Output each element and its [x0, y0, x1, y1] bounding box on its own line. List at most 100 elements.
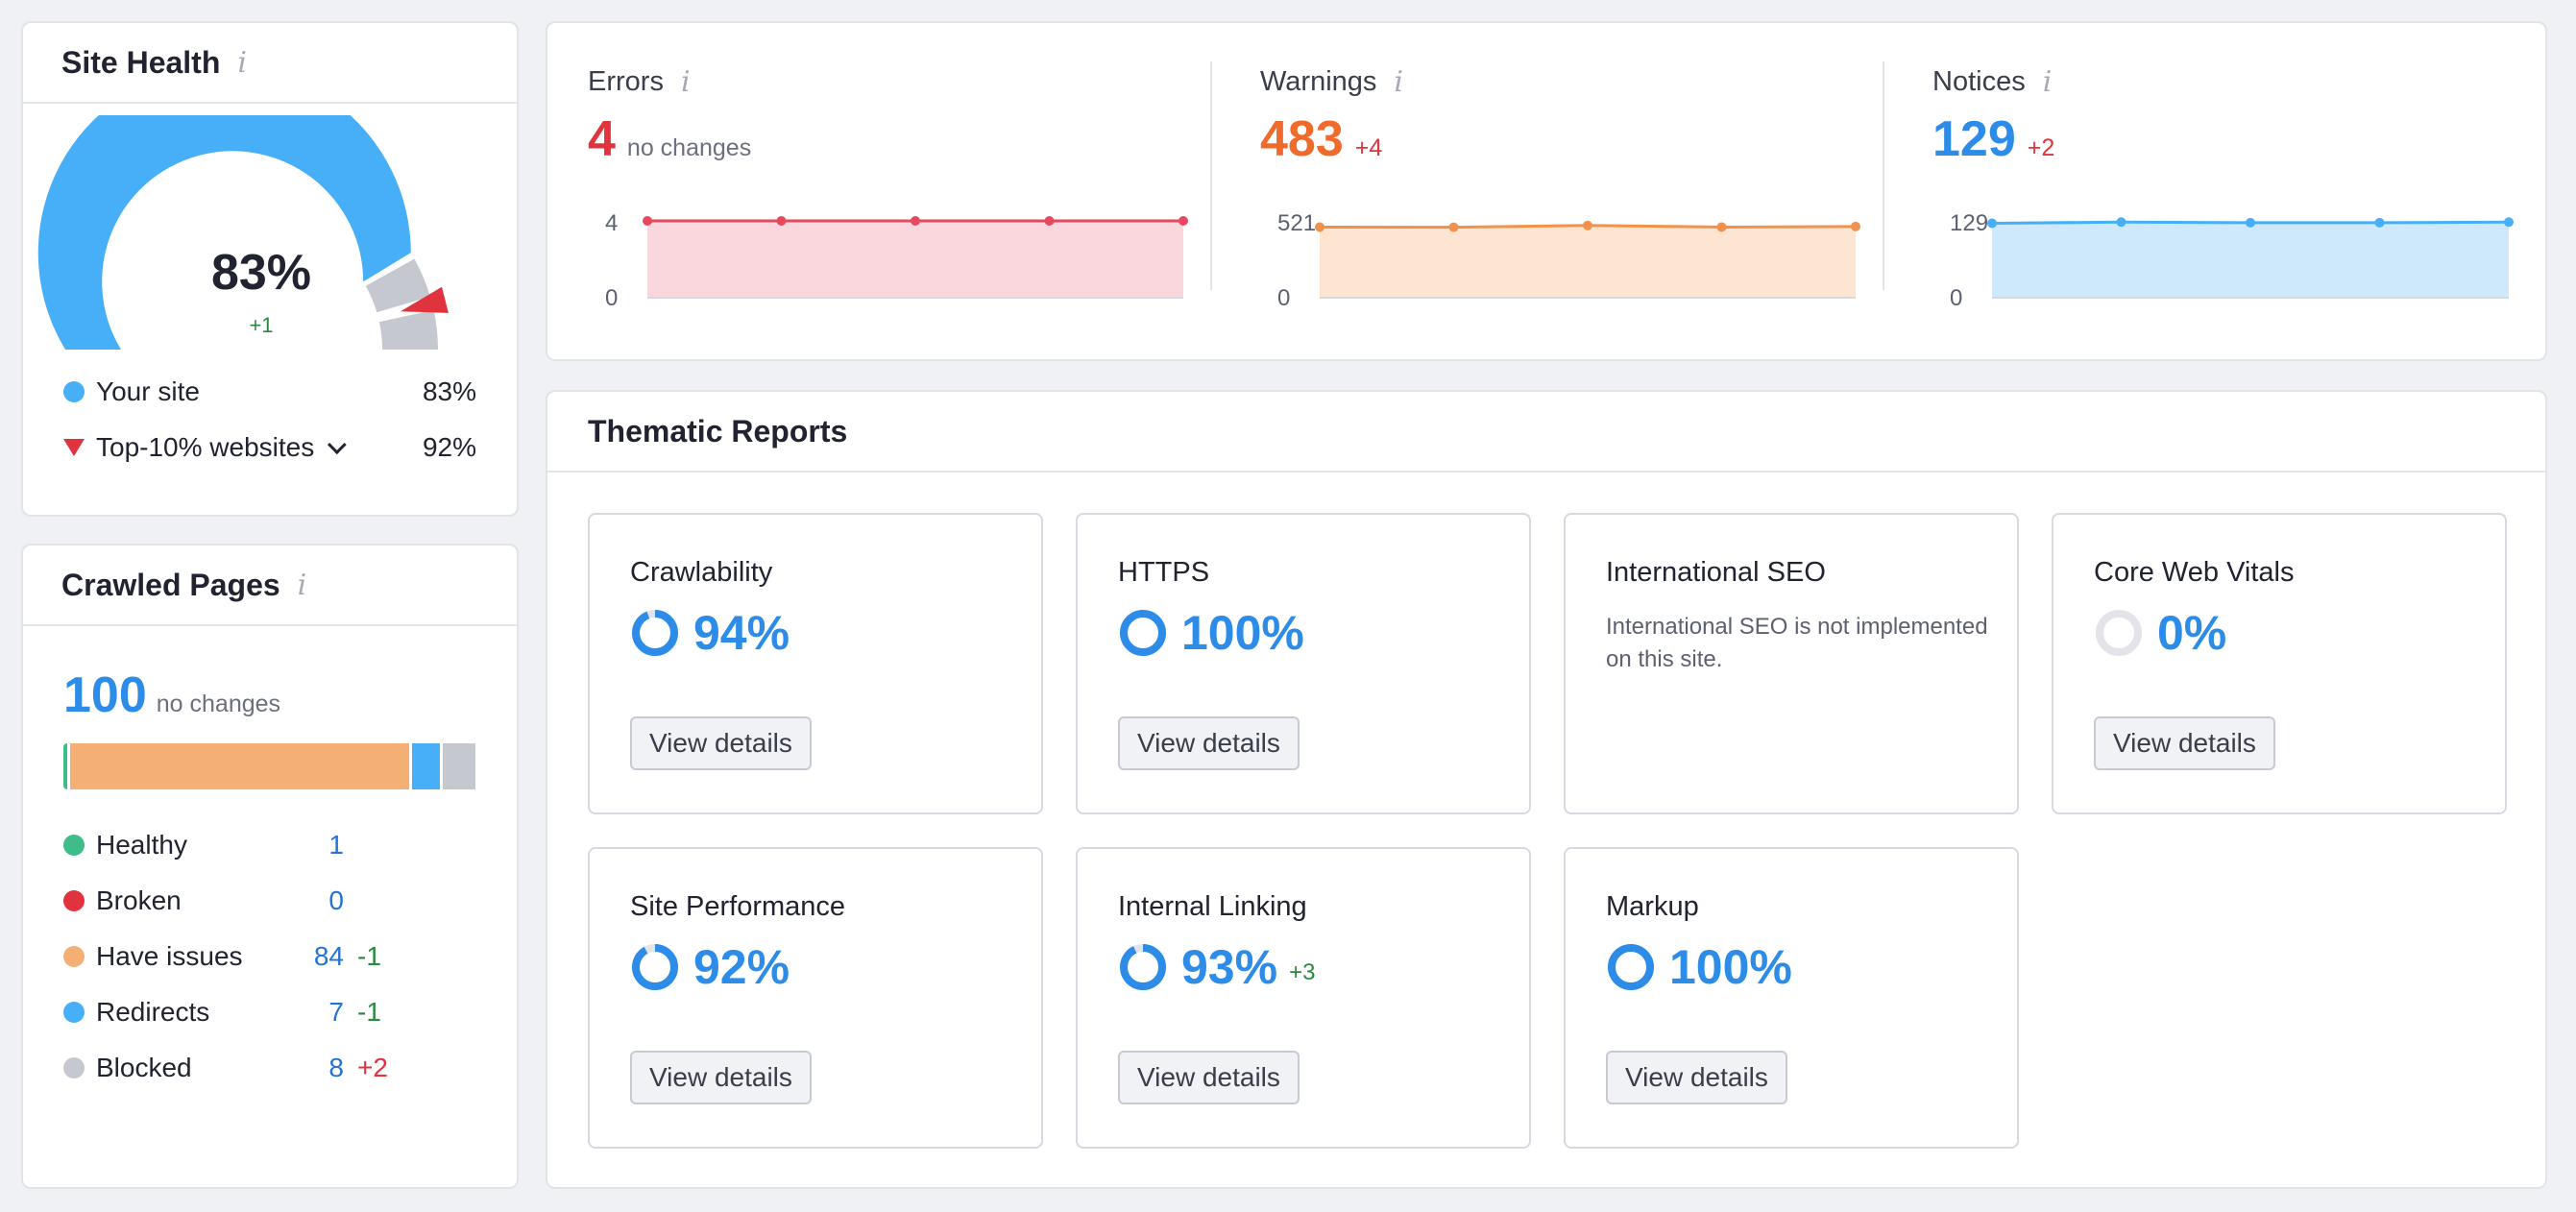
tile-title: Site Performance	[630, 891, 846, 922]
score-ring-fill	[1608, 944, 1654, 990]
sparkline-point[interactable]	[1044, 216, 1055, 226]
sparkline-point[interactable]	[2374, 217, 2385, 228]
score-ring-icon	[1608, 944, 1654, 990]
sparkline-point[interactable]	[1851, 221, 1860, 231]
thematic-tile-https[interactable]: HTTPS 100% View details	[1076, 513, 1531, 814]
crawled-pages-card: Crawled Pages i 100 no changes Healthy 1 B…	[21, 544, 519, 1189]
legend-top-10[interactable]: Top-10% websites	[63, 432, 347, 463]
tile-delta: +3	[1289, 959, 1316, 985]
view-details-button[interactable]: View details	[630, 716, 812, 770]
top-10-label[interactable]: Top-10% websites	[96, 432, 315, 462]
crawl-row-label: Redirects	[96, 997, 210, 1027]
sparkline-y-top-label: 521	[1277, 210, 1316, 236]
crawl-row-value[interactable]: 1	[328, 830, 344, 860]
status-dot	[63, 946, 85, 967]
status-dot	[63, 890, 85, 911]
errors-note: no changes	[626, 134, 752, 161]
notices-block: Notices i 129 +2 129 0	[1932, 65, 2528, 334]
tile-title: Crawlability	[630, 557, 773, 588]
tile-percentage: 94%	[693, 606, 790, 660]
thematic-tile-core-web-vitals[interactable]: Core Web Vitals 0% View details	[2052, 513, 2507, 814]
thematic-tile-crawlability[interactable]: Crawlability 94% View details	[588, 513, 1043, 814]
sparkline-point[interactable]	[643, 216, 652, 226]
thematic-reports-title: Thematic Reports	[588, 413, 848, 448]
thematic-tile-site-performance[interactable]: Site Performance 92% View details	[588, 847, 1043, 1149]
notices-value[interactable]: 129	[1932, 111, 2016, 167]
thematic-tile-internal-linking[interactable]: Internal Linking 93% +3 View details	[1076, 847, 1531, 1149]
thematic-tile-international-seo[interactable]: International SEO International SEO is no…	[1564, 513, 2019, 814]
sparkline-point[interactable]	[2246, 217, 2255, 228]
view-details-button[interactable]: View details	[2094, 716, 2275, 770]
info-icon[interactable]: i	[2042, 65, 2053, 99]
notices-label: Notices	[1932, 66, 2026, 97]
crawl-row-label: Healthy	[96, 830, 187, 860]
crawl-bar-segment-blocked[interactable]	[443, 743, 475, 789]
issues-divider	[1210, 61, 1212, 290]
crawl-bar-segment-redirects[interactable]	[412, 743, 441, 789]
crawl-row-value[interactable]: 8	[328, 1053, 344, 1082]
errors-value[interactable]: 4	[588, 111, 616, 167]
crawled-total-note: no changes	[156, 691, 281, 717]
score-ring-track	[2096, 610, 2142, 656]
tile-description: International SEO is not implemented on …	[1606, 614, 1988, 672]
gauge-your-site-arc	[37, 115, 411, 350]
tile-score: 100%	[1118, 605, 1304, 661]
warnings-value[interactable]: 483	[1260, 111, 1344, 167]
crawl-row-value[interactable]: 0	[328, 885, 344, 915]
notices-value-row: 129 +2	[1932, 110, 2528, 168]
sparkline-point[interactable]	[776, 216, 787, 226]
top-10-triangle-icon	[63, 439, 85, 456]
view-details-button[interactable]: View details	[1118, 1051, 1300, 1104]
site-health-score: 83%	[210, 245, 312, 301]
crawl-row-healthy: Healthy	[63, 830, 187, 861]
crawl-row-blocked: Blocked	[63, 1053, 192, 1083]
errors-label: Errors	[588, 66, 664, 97]
legend-your-site: Your site	[63, 376, 200, 407]
notices-label-row: Notices i	[1932, 65, 2528, 99]
tile-title: Core Web Vitals	[2094, 557, 2295, 588]
sparkline-point[interactable]	[2504, 217, 2514, 228]
sparkline-area	[1992, 222, 2509, 298]
sparkline-point[interactable]	[911, 216, 920, 226]
view-details-button[interactable]: View details	[630, 1051, 812, 1104]
crawl-row-delta: -1	[357, 941, 381, 971]
tile-score: 94%	[630, 605, 790, 661]
sparkline-point[interactable]	[1583, 220, 1592, 230]
tile-percentage: 100%	[1181, 606, 1304, 660]
sparkline-point[interactable]	[1179, 216, 1188, 226]
status-dot	[63, 835, 85, 856]
tile-score: 92%	[630, 939, 790, 995]
info-icon[interactable]: i	[297, 568, 307, 602]
crawl-row-have-issues: Have issues	[63, 941, 243, 972]
status-dot	[63, 1057, 85, 1079]
crawl-row-value[interactable]: 84	[313, 941, 344, 971]
tile-percentage: 92%	[693, 940, 790, 994]
score-ring-icon	[632, 610, 678, 656]
view-details-button[interactable]: View details	[1118, 716, 1300, 770]
crawl-row-label: Broken	[96, 885, 182, 915]
info-icon[interactable]: i	[237, 45, 247, 80]
sparkline-point[interactable]	[1716, 222, 1727, 232]
crawl-row-delta: -1	[357, 997, 381, 1027]
info-icon[interactable]: i	[680, 65, 691, 99]
crawl-bar-segment-healthy[interactable]	[63, 743, 68, 789]
site-health-title: Site Health	[61, 44, 221, 80]
tile-title: Internal Linking	[1118, 891, 1307, 922]
score-ring-icon	[1120, 944, 1166, 990]
thematic-reports-header: Thematic Reports	[547, 392, 2545, 473]
sparkline-point[interactable]	[2116, 217, 2126, 228]
your-site-dot	[63, 381, 85, 402]
score-ring-fill	[632, 610, 678, 656]
info-icon[interactable]: i	[1394, 65, 1404, 99]
thematic-tile-markup[interactable]: Markup 100% View details	[1564, 847, 2019, 1149]
sparkline-point[interactable]	[1987, 218, 1997, 229]
sparkline-point[interactable]	[1448, 222, 1459, 232]
top-10-value: 92%	[422, 432, 476, 462]
tile-percentage: 93%	[1181, 940, 1278, 994]
view-details-button[interactable]: View details	[1606, 1051, 1787, 1104]
crawl-row-value[interactable]: 7	[328, 997, 344, 1027]
chevron-down-icon[interactable]	[328, 435, 347, 455]
crawl-bar-segment-have-issues[interactable]	[70, 743, 410, 789]
crawled-total-value[interactable]: 100	[63, 667, 147, 723]
sparkline-point[interactable]	[1315, 222, 1324, 232]
